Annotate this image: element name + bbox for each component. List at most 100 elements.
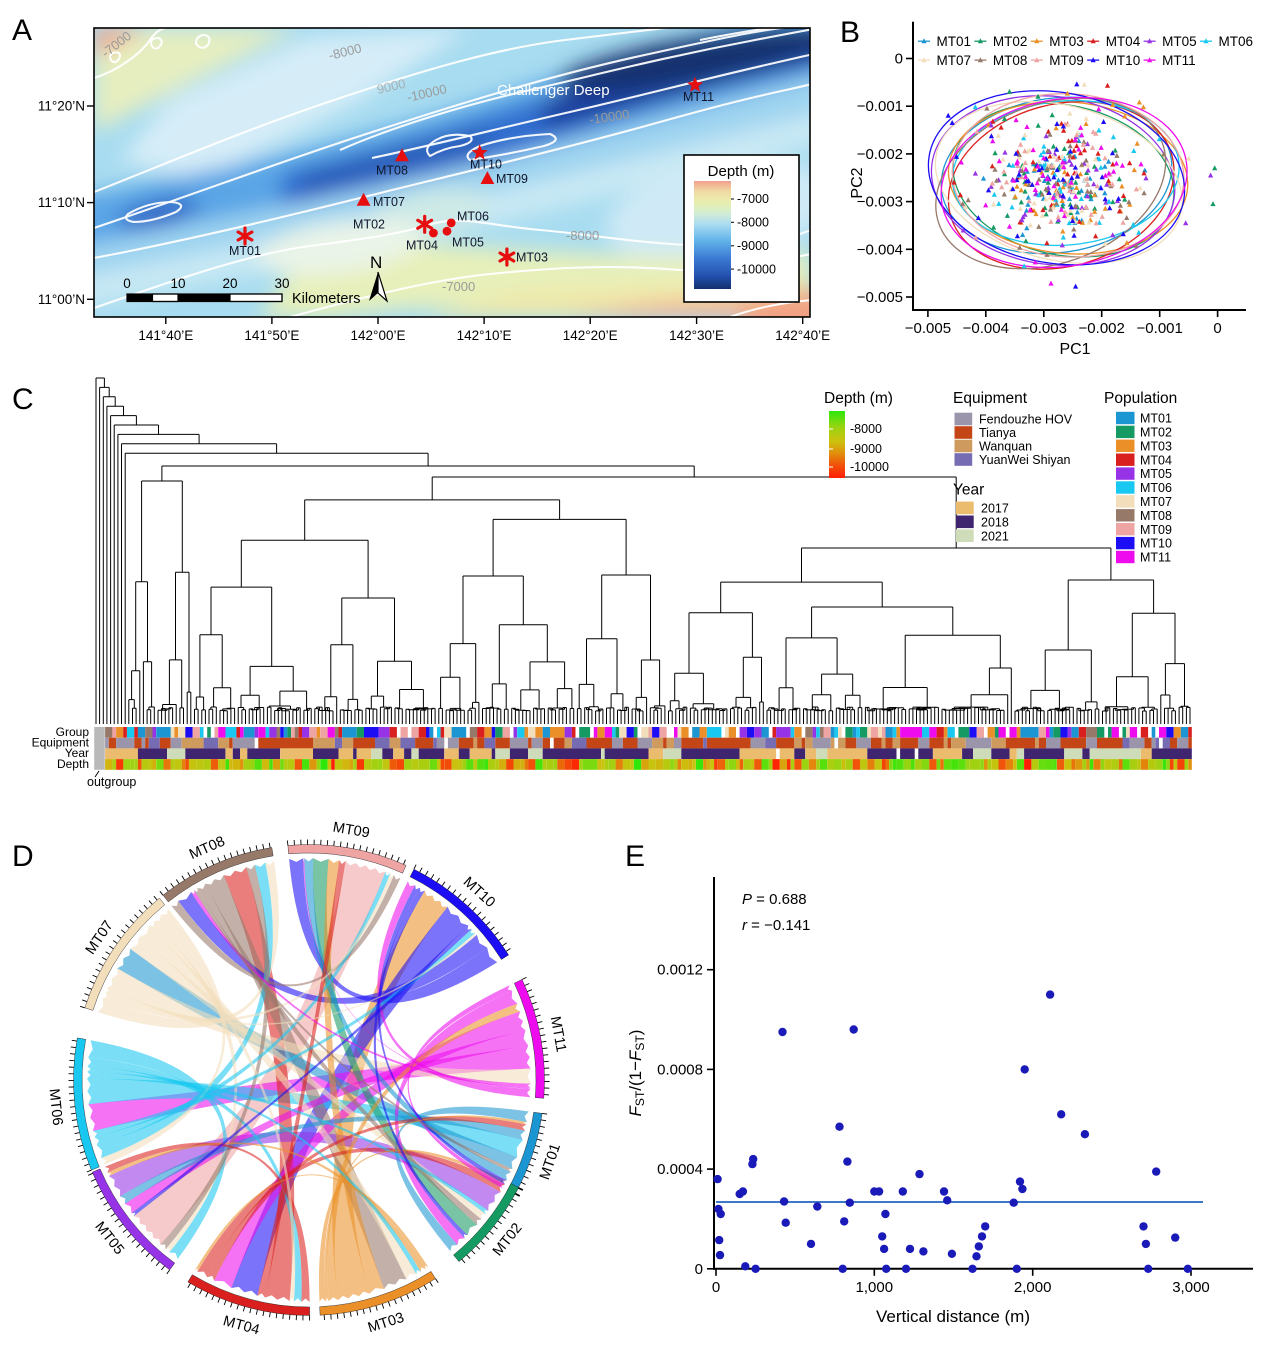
svg-text:MT07: MT07 [373, 195, 405, 209]
svg-text:MT04: MT04 [1140, 453, 1172, 467]
svg-text:142°00’E: 142°00’E [351, 328, 406, 343]
svg-text:-8000: -8000 [566, 228, 599, 243]
svg-text:MT10: MT10 [470, 158, 502, 172]
svg-text:Wanquan: Wanquan [979, 440, 1032, 454]
svg-text:141°40’E: 141°40’E [138, 328, 193, 343]
svg-text:Fendouzhe HOV: Fendouzhe HOV [979, 413, 1073, 427]
svg-text:142°10’E: 142°10’E [457, 328, 512, 343]
svg-text:MT04: MT04 [1106, 34, 1141, 49]
svg-text:B: B [840, 16, 860, 49]
svg-text:MT08: MT08 [187, 834, 227, 864]
svg-text:0.0004: 0.0004 [657, 1161, 703, 1178]
svg-text:MT01: MT01 [937, 34, 972, 49]
svg-text:MT11: MT11 [547, 1015, 569, 1053]
svg-text:Tianya: Tianya [979, 426, 1016, 440]
svg-text:MT07: MT07 [937, 53, 972, 68]
svg-text:-8000: -8000 [737, 216, 769, 230]
svg-text:MT11: MT11 [683, 90, 714, 104]
svg-text:MT04: MT04 [406, 239, 438, 253]
svg-text:MT03: MT03 [516, 251, 548, 265]
svg-text:D: D [12, 840, 34, 873]
svg-text:141°50’E: 141°50’E [244, 328, 299, 343]
svg-text:2,000: 2,000 [1014, 1279, 1052, 1296]
svg-text:0: 0 [695, 1261, 703, 1278]
svg-text:MT05: MT05 [1140, 467, 1172, 481]
svg-text:−0.004: −0.004 [963, 320, 1009, 337]
svg-text:9000: 9000 [375, 76, 407, 97]
svg-text:MT03: MT03 [366, 1310, 406, 1336]
svg-text:−0.002: −0.002 [857, 146, 903, 163]
svg-text:MT10: MT10 [1106, 53, 1141, 68]
svg-text:MT01: MT01 [229, 244, 261, 258]
svg-text:PC2: PC2 [849, 167, 866, 198]
svg-text:-9000: -9000 [850, 442, 882, 456]
svg-text:Depth (m): Depth (m) [824, 390, 893, 407]
svg-text:A: A [12, 14, 32, 47]
svg-text:YuanWei Shiyan: YuanWei Shiyan [979, 453, 1071, 467]
svg-text:-10000: -10000 [737, 262, 776, 276]
svg-text:0: 0 [712, 1279, 720, 1296]
svg-text:-9000: -9000 [737, 239, 769, 253]
svg-text:MT08: MT08 [376, 164, 408, 178]
svg-text:MT09: MT09 [332, 820, 371, 842]
svg-text:0: 0 [1213, 320, 1221, 337]
svg-text:30: 30 [274, 276, 289, 291]
svg-text:Depth (m): Depth (m) [708, 163, 775, 180]
svg-text:MT02: MT02 [1140, 426, 1172, 440]
svg-text:MT07: MT07 [1140, 495, 1172, 509]
svg-text:2017: 2017 [981, 502, 1009, 516]
svg-text:Vertical distance (m): Vertical distance (m) [876, 1307, 1030, 1326]
svg-text:MT05: MT05 [1162, 34, 1197, 49]
svg-text:−0.001: −0.001 [1137, 320, 1183, 337]
svg-text:−0.004: −0.004 [857, 241, 903, 258]
svg-text:MT03: MT03 [1140, 439, 1172, 453]
svg-text:Kilometers: Kilometers [292, 291, 361, 307]
svg-text:E: E [625, 840, 645, 873]
svg-text:Population: Population [1104, 390, 1177, 407]
svg-text:MT10: MT10 [1140, 537, 1172, 551]
svg-text:Group: Group [56, 725, 90, 739]
svg-text:Year: Year [953, 482, 984, 499]
svg-text:−0.002: −0.002 [1079, 320, 1125, 337]
svg-text:MT02: MT02 [490, 1220, 526, 1259]
svg-text:MT01: MT01 [537, 1142, 564, 1182]
svg-text:−0.003: −0.003 [1021, 320, 1067, 337]
svg-text:11°00’N: 11°00’N [38, 292, 85, 307]
svg-text:-8000: -8000 [850, 422, 882, 436]
svg-text:MT11: MT11 [1140, 551, 1171, 565]
svg-text:Equipment: Equipment [32, 736, 90, 750]
svg-text:-10000: -10000 [850, 460, 889, 474]
svg-text:0.0008: 0.0008 [657, 1061, 703, 1078]
svg-text:−0.003: −0.003 [857, 194, 903, 211]
svg-text:outgroup: outgroup [87, 775, 136, 789]
svg-text:MT11: MT11 [1162, 53, 1196, 68]
svg-text:11°10’N: 11°10’N [38, 195, 85, 210]
svg-text:-7000: -7000 [442, 279, 475, 294]
svg-text:PC1: PC1 [1059, 341, 1090, 358]
svg-text:0.0012: 0.0012 [657, 962, 703, 979]
svg-text:MT01: MT01 [1140, 412, 1172, 426]
svg-text:MT08: MT08 [1140, 509, 1172, 523]
svg-text:Year: Year [65, 746, 89, 760]
svg-text:Challenger Deep: Challenger Deep [497, 82, 610, 99]
svg-text:MT09: MT09 [1140, 523, 1172, 537]
svg-text:P = 0.688: P = 0.688 [742, 891, 807, 908]
svg-text:-7000: -7000 [737, 192, 769, 206]
svg-text:11°20’N: 11°20’N [38, 99, 85, 114]
svg-text:142°40’E: 142°40’E [775, 328, 830, 343]
svg-text:r = −0.141: r = −0.141 [742, 917, 810, 934]
svg-text:MT09: MT09 [496, 172, 528, 186]
svg-text:MT06: MT06 [45, 1088, 65, 1127]
svg-text:Depth: Depth [57, 757, 89, 771]
svg-text:Equipment: Equipment [953, 390, 1028, 407]
svg-text:MT06: MT06 [1219, 34, 1254, 49]
svg-text:MT09: MT09 [1049, 53, 1084, 68]
svg-text:MT08: MT08 [993, 53, 1028, 68]
svg-text:−0.005: −0.005 [857, 289, 903, 306]
svg-text:0: 0 [895, 51, 903, 68]
svg-text:3,000: 3,000 [1172, 1279, 1210, 1296]
svg-text:FST/(1−FST): FST/(1−FST) [626, 1030, 647, 1117]
svg-text:MT06: MT06 [457, 210, 489, 224]
svg-text:1,000: 1,000 [856, 1279, 894, 1296]
svg-text:20: 20 [222, 276, 237, 291]
